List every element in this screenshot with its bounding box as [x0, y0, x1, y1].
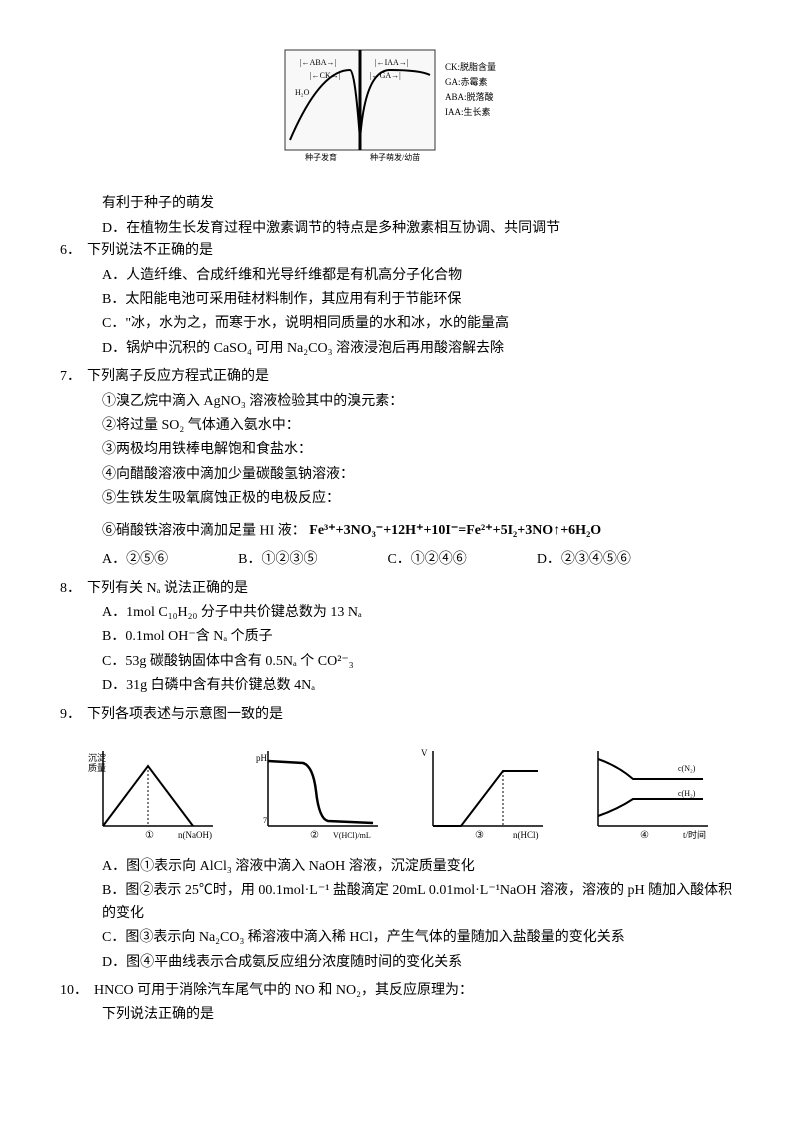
q9-stem: 下列各项表述与示意图一致的是	[87, 704, 740, 726]
svg-text:③: ③	[475, 830, 484, 841]
q9-figure-3: V n(HCl) ③	[413, 741, 553, 841]
q9-option-b: B．图②表示 25℃时，用 00.1mol·L⁻¹ 盐酸滴定 20mL 0.01…	[60, 880, 740, 925]
svg-text:V(HCl)/mL: V(HCl)/mL	[333, 831, 371, 840]
svg-text:n(NaOH): n(NaOH)	[178, 830, 212, 840]
question-7: 7． 下列离子反应方程式正确的是 ①溴乙烷中滴入 AgNO₃ 溶液检验其中的溴元…	[60, 366, 740, 572]
q5-continued-text: 有利于种子的萌发	[60, 193, 740, 215]
svg-text:质量: 质量	[88, 762, 106, 773]
q6-option-c: C．"冰，水为之，而寒于水，说明相同质量的水和冰，水的能量高	[60, 313, 740, 335]
q10-line2: 下列说法正确的是	[60, 1004, 740, 1026]
svg-text:7: 7	[263, 816, 267, 825]
q7-item-2: ②将过量 SO₂ 气体通入氨水中：	[60, 415, 740, 437]
q7-item-6: ⑥硝酸铁溶液中滴加足量 HI 液： Fe³⁺+3NO₃⁻+12H⁺+10I⁻=F…	[60, 520, 740, 543]
svg-text:①: ①	[145, 830, 154, 841]
q8-number: 8．	[60, 578, 81, 600]
svg-text:c(H₂): c(H₂)	[678, 789, 696, 798]
svg-text:H₂O: H₂O	[295, 88, 310, 97]
q9-option-a: A．图①表示向 AlCl₃ 溶液中滴入 NaOH 溶液，沉淀质量变化	[60, 856, 740, 878]
q7-stem: 下列离子反应方程式正确的是	[87, 366, 740, 388]
q9-figure-2: pH V(HCl)/mL 7 ②	[248, 741, 388, 841]
svg-text:t/时间: t/时间	[683, 829, 706, 840]
hormone-curve-figure: |←ABA→| |←IAA→| |←CK→| |←GA→| H₂O 种子发育 种…	[270, 40, 530, 170]
svg-text:沉淀: 沉淀	[88, 752, 106, 763]
q7-item-6-text: ⑥硝酸铁溶液中滴加足量 HI 液：	[102, 524, 306, 539]
svg-text:|←ABA→|: |←ABA→|	[300, 58, 336, 67]
q9-number: 9．	[60, 704, 81, 726]
q5-option-d: D．在植物生长发育过程中激素调节的特点是多种激素相互协调、共同调节	[60, 218, 740, 240]
q8-stem: 下列有关 Nₐ 说法正确的是	[87, 578, 740, 600]
q7-option-d: D．②③④⑤⑥	[537, 549, 631, 571]
svg-text:②: ②	[310, 830, 319, 841]
q6-option-d: D．锅炉中沉积的 CaSO₄ 可用 Na₂CO₃ 溶液浸泡后再用酸溶解去除	[60, 338, 740, 360]
q7-item-4: ④向醋酸溶液中滴加少量碳酸氢钠溶液：	[60, 464, 740, 486]
q7-number: 7．	[60, 366, 81, 388]
q10-stem: HNCO 可用于消除汽车尾气中的 NO 和 NO₂，其反应原理为：	[94, 980, 740, 1002]
svg-text:V: V	[421, 748, 428, 758]
q7-option-c: C．①②④⑥	[387, 549, 466, 571]
svg-text:pH: pH	[256, 753, 268, 763]
q7-option-a: A．②⑤⑥	[102, 549, 168, 571]
question-6: 6． 下列说法不正确的是 A．人造纤维、合成纤维和光导纤维都是有机高分子化合物 …	[60, 240, 740, 360]
q7-item-6-formula: Fe³⁺+3NO₃⁻+12H⁺+10I⁻=Fe²⁺+5I₂+3NO↑+6H₂O	[309, 520, 601, 542]
q7-item-3: ③两极均用铁棒电解饱和食盐水：	[60, 439, 740, 461]
q9-option-d: D．图④平曲线表示合成氨反应组分浓度随时间的变化关系	[60, 952, 740, 974]
q7-item-1: ①溴乙烷中滴入 AgNO₃ 溶液检验其中的溴元素：	[60, 391, 740, 413]
question-9: 9． 下列各项表述与示意图一致的是 沉淀 质量 n(NaOH) ① pH V(H…	[60, 704, 740, 974]
svg-text:ABA:脱落酸: ABA:脱落酸	[445, 91, 494, 102]
svg-text:|←IAA→|: |←IAA→|	[375, 58, 408, 67]
q9-figure-row: 沉淀 质量 n(NaOH) ① pH V(HCl)/mL 7 ② V n(HCl…	[60, 741, 740, 841]
svg-text:CK:脱脂含量: CK:脱脂含量	[445, 61, 496, 72]
q8-option-d: D．31g 白磷中含有共价键总数 4Nₐ	[60, 675, 740, 697]
svg-text:|←CK→|: |←CK→|	[310, 71, 340, 80]
q6-stem: 下列说法不正确的是	[87, 240, 740, 262]
q7-option-b: B．①②③⑤	[238, 549, 317, 571]
svg-text:GA:赤霉素: GA:赤霉素	[445, 76, 488, 87]
question-10: 10． HNCO 可用于消除汽车尾气中的 NO 和 NO₂，其反应原理为： 下列…	[60, 980, 740, 1027]
q7-options-row: A．②⑤⑥ B．①②③⑤ C．①②④⑥ D．②③④⑤⑥	[60, 549, 740, 571]
q9-option-c: C．图③表示向 Na₂CO₃ 稀溶液中滴入稀 HCl，产生气体的量随加入盐酸量的…	[60, 927, 740, 949]
q10-number: 10．	[60, 980, 88, 1002]
svg-text:n(HCl): n(HCl)	[513, 830, 539, 840]
q8-option-b: B．0.1mol OH⁻含 Nₐ 个质子	[60, 626, 740, 648]
question-8: 8． 下列有关 Nₐ 说法正确的是 A．1mol C₁₀H₂₀ 分子中共价键总数…	[60, 578, 740, 698]
q8-option-a: A．1mol C₁₀H₂₀ 分子中共价键总数为 13 Nₐ	[60, 602, 740, 624]
q6-option-b: B．太阳能电池可采用硅材料制作，其应用有利于节能环保	[60, 289, 740, 311]
svg-text:c(N₂): c(N₂)	[678, 764, 696, 773]
q6-option-a: A．人造纤维、合成纤维和光导纤维都是有机高分子化合物	[60, 265, 740, 287]
svg-text:IAA:生长素: IAA:生长素	[445, 106, 491, 117]
svg-text:种子发育: 种子发育	[305, 152, 337, 162]
q9-figure-1: 沉淀 质量 n(NaOH) ①	[83, 741, 223, 841]
q6-number: 6．	[60, 240, 81, 262]
svg-text:种子萌发/幼苗: 种子萌发/幼苗	[370, 152, 420, 162]
svg-text:|←GA→|: |←GA→|	[370, 71, 401, 80]
q7-item-5: ⑤生铁发生吸氧腐蚀正极的电极反应：	[60, 488, 740, 510]
svg-text:④: ④	[640, 830, 649, 841]
q8-option-c: C．53g 碳酸钠固体中含有 0.5Nₐ 个 CO²⁻₃	[60, 651, 740, 673]
q9-figure-4: c(N₂) c(H₂) t/时间 ④	[578, 741, 718, 841]
top-figure-container: |←ABA→| |←IAA→| |←CK→| |←GA→| H₂O 种子发育 种…	[60, 40, 740, 178]
